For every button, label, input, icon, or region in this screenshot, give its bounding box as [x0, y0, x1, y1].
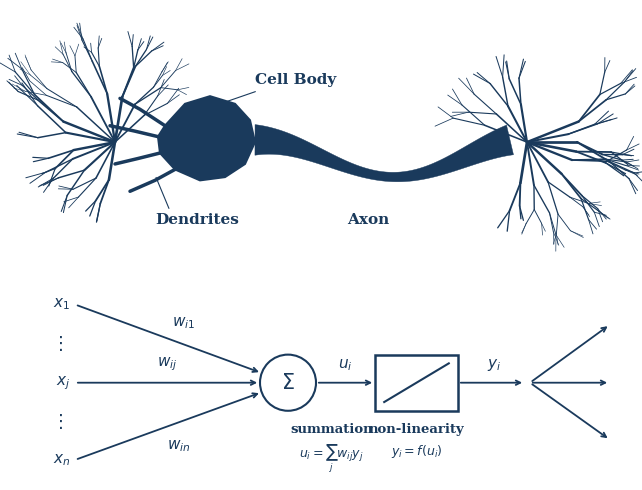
Text: summation: summation — [290, 423, 373, 436]
Text: $x_1$: $x_1$ — [53, 296, 70, 312]
Text: Axon: Axon — [347, 213, 389, 227]
Text: $w_{i1}$: $w_{i1}$ — [172, 315, 195, 331]
Text: non-linearity: non-linearity — [369, 423, 464, 436]
Text: $x_n$: $x_n$ — [53, 452, 70, 468]
Text: Dendrites: Dendrites — [155, 213, 239, 227]
Text: $\Sigma$: $\Sigma$ — [281, 373, 295, 392]
Text: $u_i$: $u_i$ — [338, 357, 353, 373]
Text: $\vdots$: $\vdots$ — [51, 412, 63, 431]
Text: $w_{ij}$: $w_{ij}$ — [157, 355, 178, 373]
Text: $w_{in}$: $w_{in}$ — [167, 438, 190, 454]
Polygon shape — [158, 96, 255, 180]
Text: $x_j$: $x_j$ — [56, 374, 70, 392]
Bar — [375, 355, 458, 411]
Text: $u_i = \sum_j w_{ij}y_j$: $u_i = \sum_j w_{ij}y_j$ — [299, 443, 364, 475]
Polygon shape — [255, 124, 514, 182]
Text: $\vdots$: $\vdots$ — [51, 334, 63, 353]
Text: $y_i$: $y_i$ — [487, 357, 501, 373]
Text: $y_i = f(u_i)$: $y_i = f(u_i)$ — [391, 443, 442, 460]
Text: Cell Body: Cell Body — [255, 74, 336, 87]
Circle shape — [260, 355, 316, 411]
